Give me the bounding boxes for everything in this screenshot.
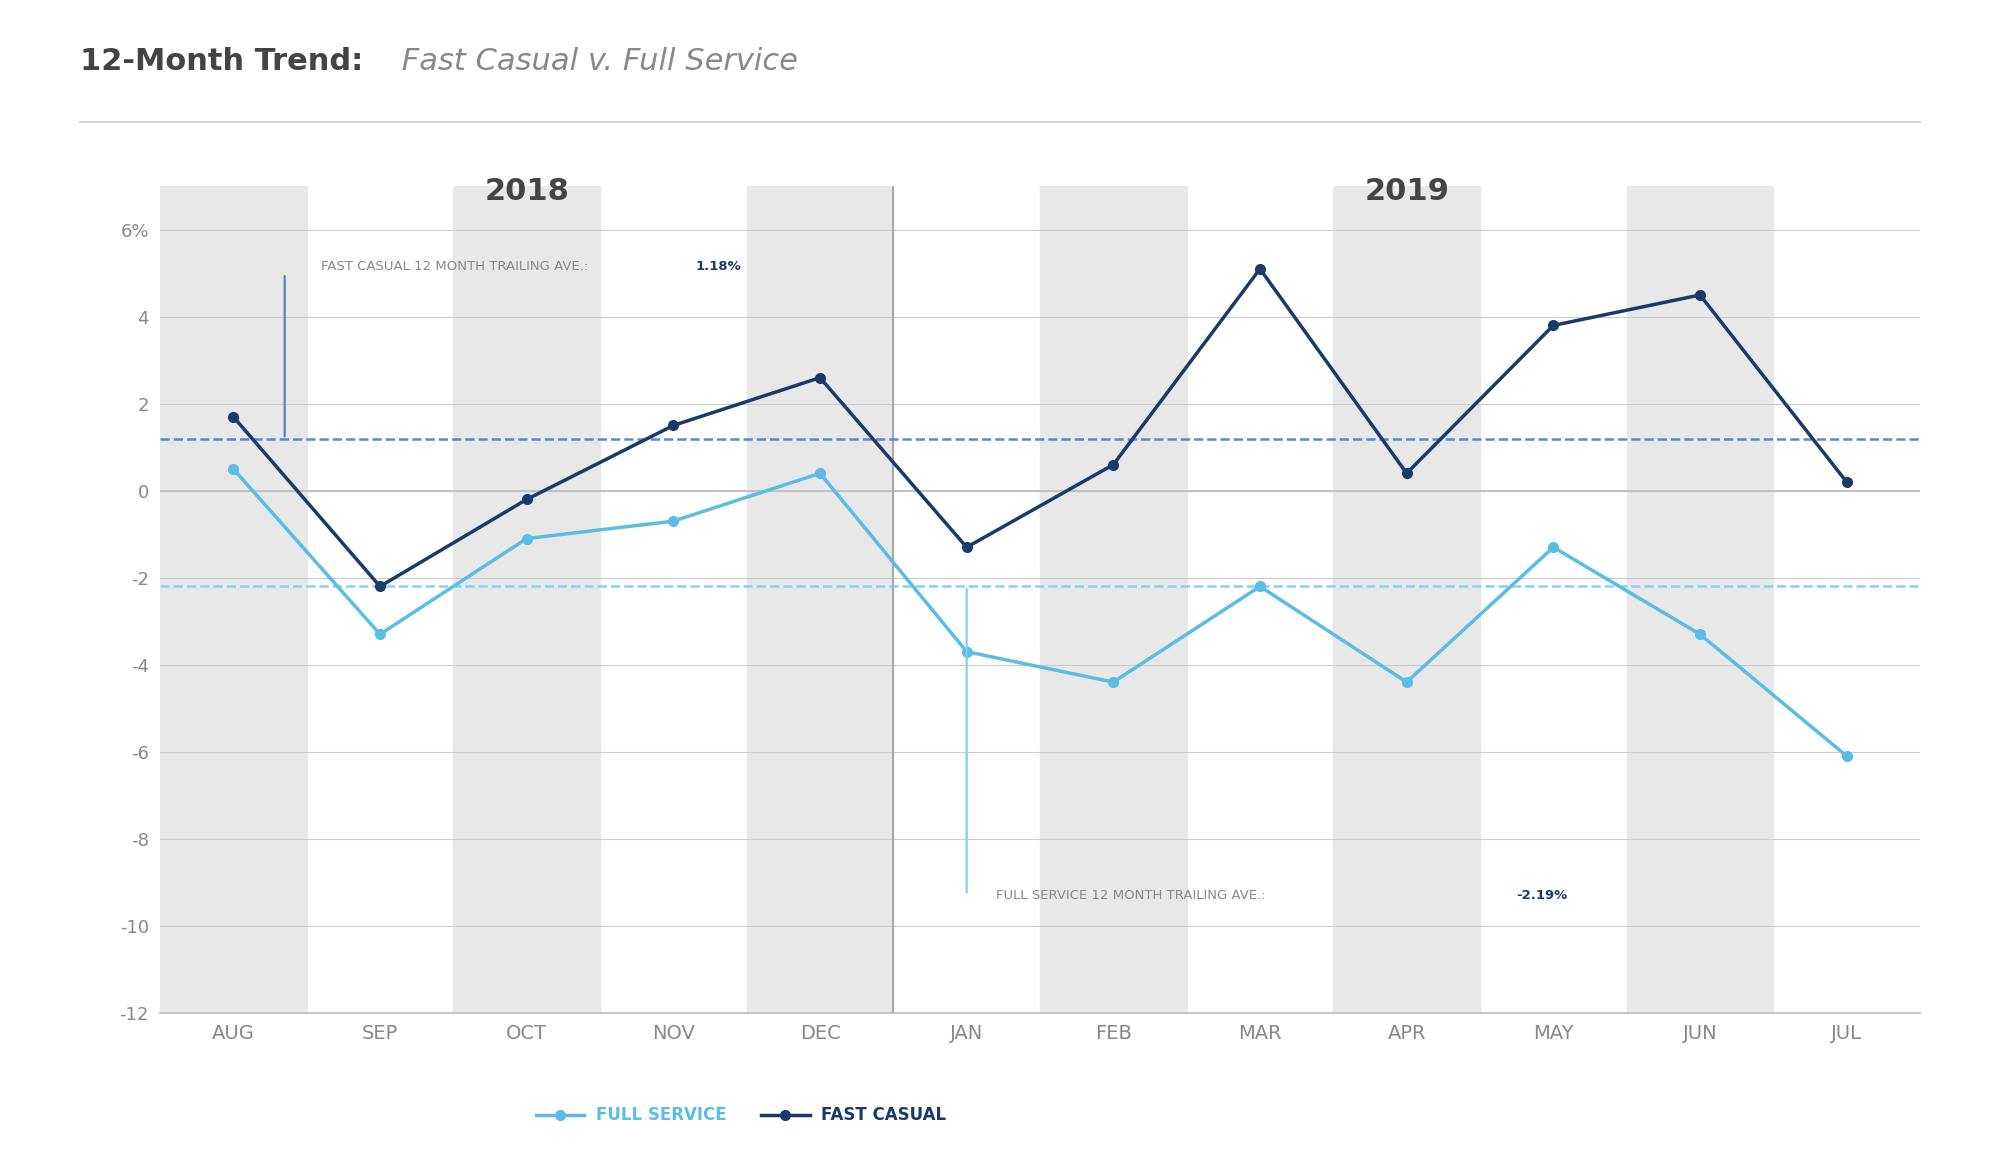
Bar: [746, 186, 894, 1013]
Legend: FULL SERVICE, FAST CASUAL: FULL SERVICE, FAST CASUAL: [530, 1101, 952, 1130]
Bar: [1040, 186, 1186, 1013]
Bar: [454, 186, 600, 1013]
Bar: [160, 186, 306, 1013]
Text: 12-Month Trend:: 12-Month Trend:: [80, 47, 364, 76]
Text: 2018: 2018: [484, 177, 570, 206]
Text: Fast Casual v. Full Service: Fast Casual v. Full Service: [392, 47, 798, 76]
Bar: [1626, 186, 1774, 1013]
Text: FAST CASUAL 12 MONTH TRAILING AVE.:: FAST CASUAL 12 MONTH TRAILING AVE.:: [322, 261, 588, 274]
Text: FULL SERVICE 12 MONTH TRAILING AVE.:: FULL SERVICE 12 MONTH TRAILING AVE.:: [996, 889, 1266, 902]
Bar: [1334, 186, 1480, 1013]
Text: -2.19%: -2.19%: [1516, 889, 1568, 902]
Text: 1.18%: 1.18%: [696, 261, 742, 274]
Text: 2019: 2019: [1364, 177, 1450, 206]
